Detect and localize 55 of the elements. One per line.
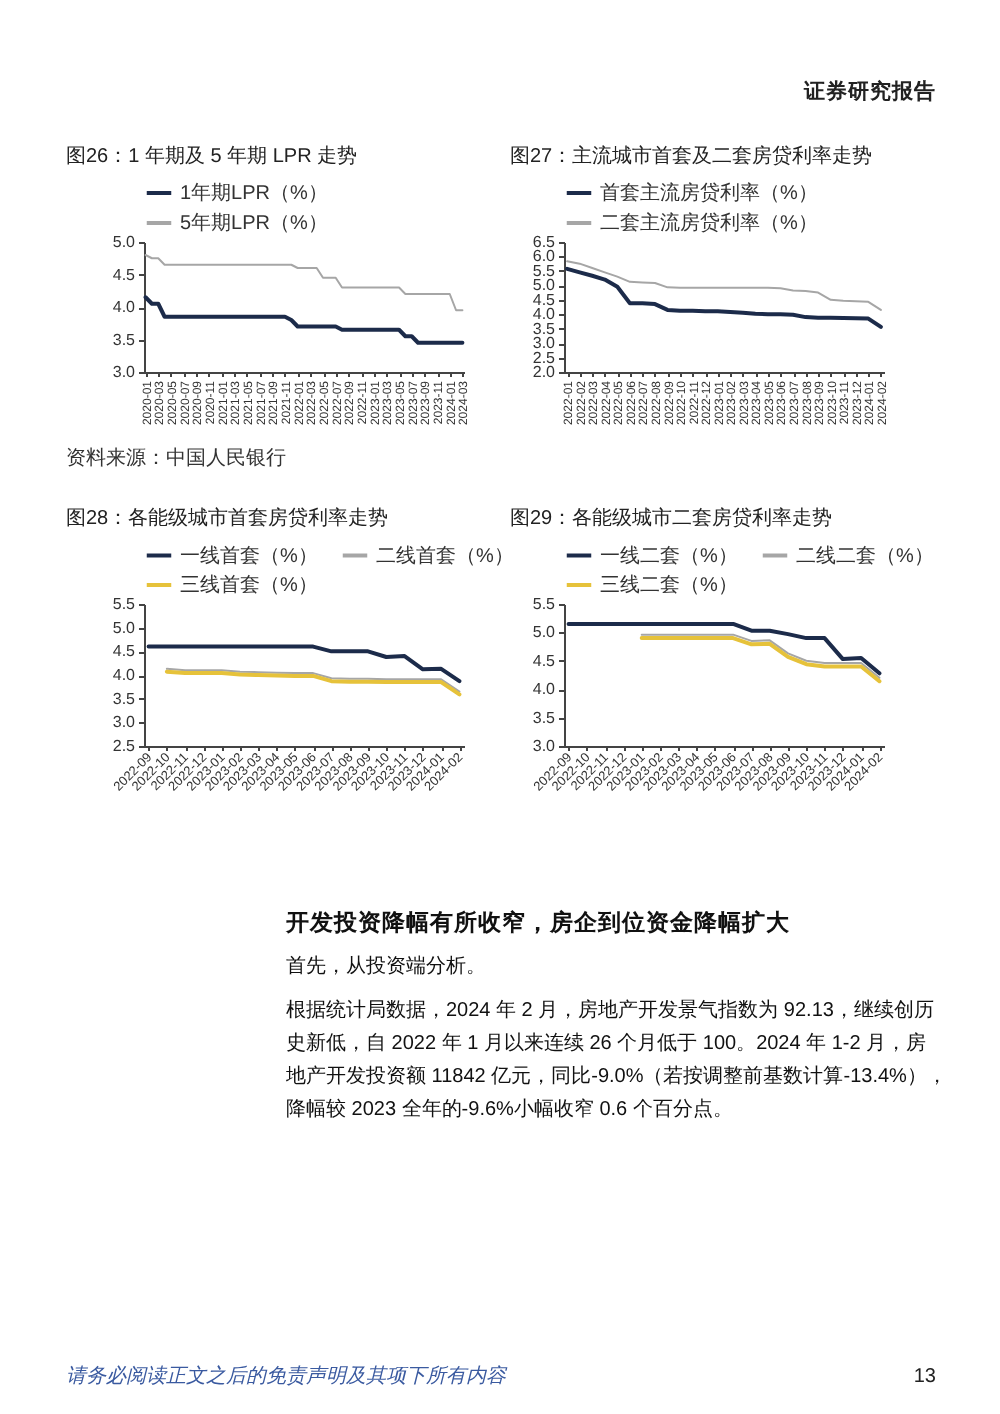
legend-label: 三线二套（%） — [600, 573, 738, 597]
text: 根据统计局数据，2024 年 2 月，房地产开发景气指数为 92.13，继续创历史新低，自 2022 年 1 月以来连续 26 个月低于 100。2024 年 1-2 月，房地产开发投资额 11842 亿元，同比-9.0%（若按调整前基数计算-13.4%），降幅较 2023 全年的-9.6%小幅收窄 0.6 个百分点。 — [284, 998, 947, 1121]
text: 请务必阅读正文之后的免责声明及其项下所有内容 — [66, 1364, 508, 1388]
y-tick-label: 4.5 — [532, 290, 557, 309]
y-tick-label: 3.5 — [112, 689, 137, 708]
text: 13 — [913, 1366, 937, 1388]
y-tick-label: 4.0 — [112, 666, 137, 684]
y-tick-label: 3.5 — [532, 708, 557, 727]
chart-title: 图29：各能级城市二套房贷利率走势 — [510, 506, 833, 530]
line-series — [565, 266, 883, 329]
text: 一线二套（%） — [600, 543, 738, 568]
legend-label: 首套主流房贷利率（%） — [600, 181, 818, 205]
chart-title: 图26：1 年期及 5 年期 LPR 走势 — [66, 144, 358, 168]
legend-label: 一线首套（%） — [180, 543, 318, 568]
line-series — [144, 254, 464, 312]
y-tick-label: 3.0 — [112, 713, 137, 732]
y-tick-label: 4.0 — [532, 680, 557, 699]
legend-label: 1年期LPR（%） — [180, 181, 328, 205]
y-tick-label: 5.5 — [112, 595, 137, 613]
legend-label: 5年期LPR（%） — [180, 211, 328, 235]
y-tick-label: 5.0 — [532, 623, 557, 642]
y-tick-label: 3.0 — [532, 334, 557, 353]
text: 资料来源：中国人民银行 — [66, 446, 286, 470]
y-tick-label: 3.0 — [532, 737, 557, 755]
legend-label: 二线二套（%） — [796, 543, 934, 568]
y-tick-label: 3.5 — [112, 330, 137, 349]
y-tick-label: 3.0 — [112, 363, 137, 381]
y-tick-label: 5.5 — [532, 261, 557, 280]
y-tick-label: 4.0 — [112, 298, 137, 316]
text: 证券研究报告 — [802, 78, 936, 104]
line-series — [143, 295, 465, 345]
line-series — [146, 644, 462, 684]
line-series — [566, 621, 882, 676]
y-tick-label: 3.5 — [532, 319, 557, 338]
text: 首先，从投资端分析。 — [286, 954, 486, 978]
y-tick-label: 5.0 — [532, 276, 557, 295]
y-tick-label: 2.5 — [112, 737, 137, 755]
y-tick-label: 5.0 — [112, 233, 137, 251]
y-tick-label: 2.5 — [532, 348, 557, 367]
legend-label: 二线首套（%） — [376, 543, 514, 568]
legend-label: 二套主流房贷利率（%） — [600, 211, 818, 235]
chart-title: 图28：各能级城市首套房贷利率走势 — [66, 506, 389, 530]
y-tick-label: 4.0 — [532, 305, 557, 324]
y-tick-label: 5.5 — [532, 595, 557, 613]
y-tick-label: 5.0 — [112, 618, 137, 637]
y-tick-label: 6.5 — [532, 233, 557, 251]
text: 开发投资降幅有所收窄，房企到位资金降幅扩大 — [284, 908, 792, 936]
y-tick-label: 2.0 — [532, 363, 557, 381]
y-tick-label: 4.5 — [112, 642, 137, 661]
y-tick-label: 4.5 — [532, 651, 557, 670]
y-tick-label: 4.5 — [112, 265, 137, 284]
chart-title: 图27：主流城市首套及二套房贷利率走势 — [510, 144, 873, 168]
legend-label: 三线首套（%） — [180, 573, 318, 597]
line-series — [566, 260, 882, 311]
y-tick-label: 6.0 — [532, 247, 557, 266]
